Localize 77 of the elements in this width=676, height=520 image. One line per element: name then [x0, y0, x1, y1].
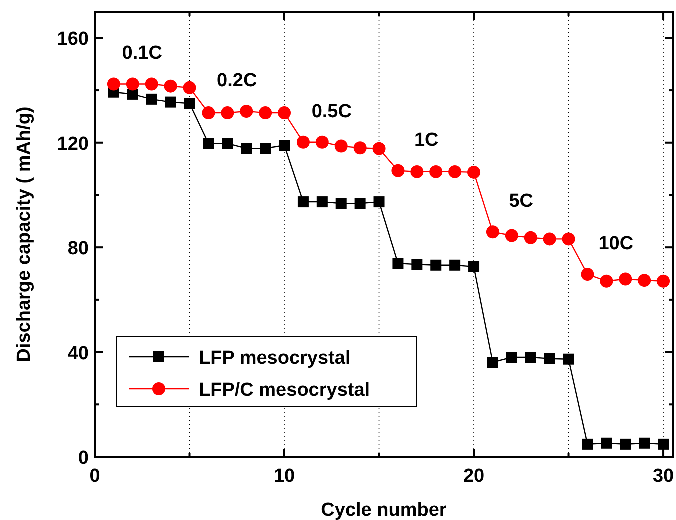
point — [410, 165, 424, 178]
annotation: 0.5C — [312, 101, 352, 122]
point — [392, 164, 405, 178]
point — [639, 438, 650, 449]
point — [336, 198, 347, 210]
point — [412, 259, 423, 270]
y-tick-label: 40 — [68, 343, 89, 364]
point — [525, 352, 536, 364]
point — [658, 438, 670, 450]
point — [222, 138, 234, 150]
point — [468, 166, 481, 179]
point — [430, 260, 442, 271]
point — [657, 274, 670, 288]
point — [184, 98, 196, 110]
y-tick-label: 80 — [68, 238, 89, 260]
point — [165, 96, 176, 108]
point — [374, 196, 385, 208]
point — [543, 232, 556, 246]
point — [487, 357, 498, 368]
point — [562, 232, 576, 246]
point — [582, 438, 594, 450]
point — [260, 143, 272, 154]
point — [450, 260, 461, 271]
x-tick-label: 20 — [463, 466, 485, 487]
point — [316, 136, 329, 149]
point — [296, 136, 310, 149]
point — [164, 80, 178, 93]
y-tick-label: 120 — [57, 134, 89, 155]
point — [506, 352, 518, 364]
point — [127, 88, 138, 100]
point — [544, 353, 556, 364]
point — [145, 78, 158, 91]
x-tick-label: 10 — [274, 466, 296, 487]
annotation: 1C — [414, 130, 440, 151]
point — [638, 274, 652, 288]
point — [563, 354, 574, 365]
annotation: 5C — [509, 191, 534, 212]
point — [279, 140, 290, 151]
legend-label: LFP/C mesocrystal — [199, 380, 370, 401]
point — [619, 272, 632, 286]
point — [354, 142, 367, 155]
point — [486, 226, 500, 239]
point — [183, 81, 196, 94]
point — [278, 106, 292, 120]
point — [221, 106, 234, 120]
annotation: 0.2C — [217, 70, 258, 92]
point — [524, 231, 538, 244]
x-tick-label: 30 — [652, 466, 674, 487]
point — [505, 229, 518, 242]
point — [259, 106, 272, 120]
y-tick-label: 160 — [57, 29, 89, 50]
y-tick-label: 0 — [78, 448, 89, 469]
point — [601, 438, 612, 449]
point — [600, 274, 614, 288]
point — [448, 165, 462, 178]
y-axis-title: Discharge capacity ( mAh/g) — [14, 106, 35, 362]
x-axis-title: Cycle number — [321, 500, 448, 520]
point — [241, 143, 252, 154]
point — [240, 104, 254, 118]
point — [392, 258, 404, 270]
annotation: 10C — [598, 234, 634, 255]
point — [298, 196, 309, 208]
point — [203, 138, 214, 150]
point — [581, 268, 594, 282]
point — [468, 261, 480, 272]
point — [202, 106, 216, 120]
point — [107, 78, 120, 91]
point — [316, 196, 328, 208]
point — [126, 78, 140, 91]
point — [372, 142, 386, 156]
point — [354, 198, 366, 210]
point — [146, 94, 158, 105]
point — [620, 438, 632, 450]
annotation: 0.1C — [122, 43, 163, 64]
point — [430, 165, 443, 178]
legend-label: LFP mesocrystal — [199, 348, 351, 369]
point — [334, 140, 348, 153]
